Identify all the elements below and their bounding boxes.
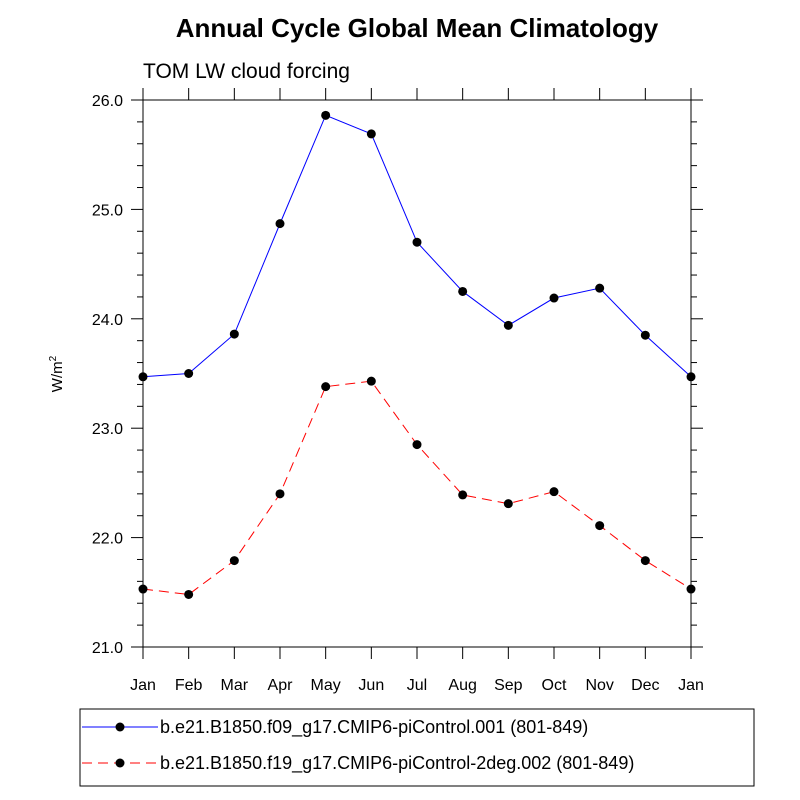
series-2-point: [503, 499, 513, 509]
series-1-point: [549, 293, 559, 303]
x-tick-label: Mar: [221, 677, 249, 694]
series-2-point: [275, 489, 285, 499]
y-axis-label: W/m2: [48, 355, 66, 392]
series-1-point: [229, 329, 239, 339]
series-1-point: [686, 372, 696, 382]
series-2-point: [138, 584, 148, 594]
series-1-point: [458, 286, 468, 296]
series-2-point: [595, 521, 605, 531]
legend-marker-1: [115, 722, 125, 732]
series-2-point: [549, 487, 559, 497]
y-axis: 21.0 22.0 23.0 24.0 25.0 26.0: [92, 93, 703, 657]
legend-label-2: b.e21.B1850.f19_g17.CMIP6-piControl-2deg…: [160, 753, 634, 774]
series-1-point: [366, 129, 376, 139]
x-tick-label: Oct: [542, 677, 567, 694]
series-1-point: [138, 372, 148, 382]
y-axis-label-exponent: 2: [48, 355, 59, 361]
x-tick-label: Jun: [358, 677, 384, 694]
series-1-point: [503, 320, 513, 330]
plot-area: [142, 99, 692, 648]
legend: b.e21.B1850.f09_g17.CMIP6-piControl.001 …: [82, 717, 634, 774]
series-line-2: [142, 380, 692, 596]
series-1-point: [184, 369, 194, 378]
x-axis: Jan Feb Mar Apr May Jun Jul Aug Sep Oct Nov Dec Jan: [130, 88, 704, 694]
series-1-point: [321, 110, 331, 120]
series-2-point: [184, 589, 194, 599]
series-2-point: [366, 376, 376, 386]
series-1-point: [595, 283, 605, 293]
series-2-point: [686, 584, 696, 594]
x-tick-label: Jan: [678, 677, 704, 694]
series-layer: [138, 110, 696, 599]
series-2-point: [640, 556, 650, 566]
y-tick-label: 21.0: [92, 640, 123, 657]
x-tick-label: Sep: [494, 677, 523, 694]
x-tick-label: Jan: [130, 677, 156, 694]
y-tick-label: 23.0: [92, 421, 123, 438]
y-tick-label: 22.0: [92, 531, 123, 548]
y-axis-label-unit: W/m: [49, 361, 66, 392]
y-tick-label: 26.0: [92, 93, 123, 110]
series-2-point: [229, 556, 239, 566]
x-tick-label: May: [311, 677, 341, 694]
series-1-point: [275, 219, 285, 229]
y-tick-label: 24.0: [92, 312, 123, 329]
series-2-point: [412, 440, 422, 450]
x-tick-label: Nov: [585, 677, 613, 694]
chart-subtitle: TOM LW cloud forcing: [143, 60, 350, 83]
legend-label-1: b.e21.B1850.f09_g17.CMIP6-piControl.001 …: [160, 717, 588, 738]
y-tick-label: 25.0: [92, 202, 123, 219]
series-1-point: [412, 237, 422, 247]
series-2-point: [321, 382, 331, 392]
x-tick-label: Feb: [175, 677, 203, 694]
legend-marker-2: [115, 758, 125, 768]
x-tick-label: Jul: [407, 677, 427, 694]
x-tick-label: Dec: [631, 677, 659, 694]
series-1-point: [640, 330, 650, 340]
legend-box: [79, 708, 755, 787]
x-tick-label: Apr: [268, 677, 294, 694]
series-2-point: [458, 490, 468, 500]
x-tick-label: Aug: [448, 677, 476, 694]
chart-title: Annual Cycle Global Mean Climatology: [176, 13, 659, 43]
